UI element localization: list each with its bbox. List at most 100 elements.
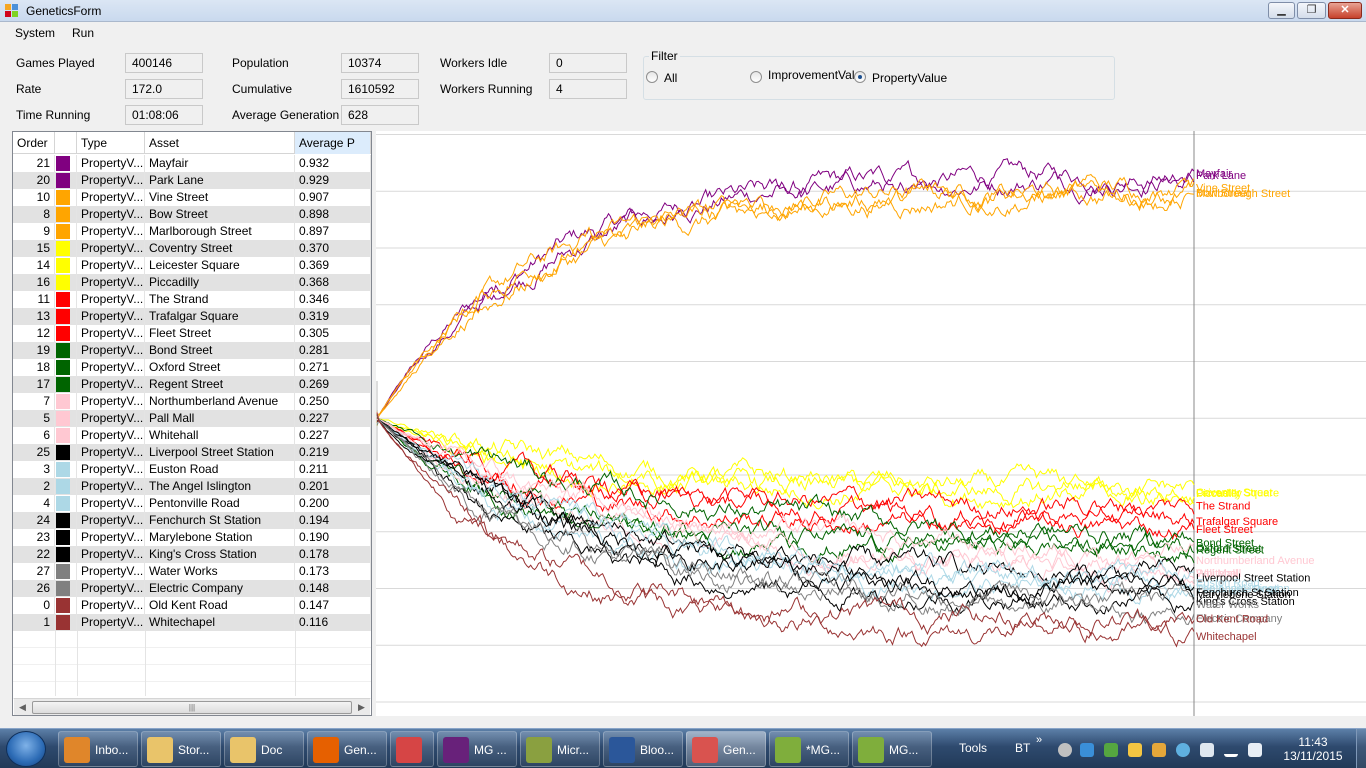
table-row[interactable]: 1 PropertyV... Whitechapel 0.116	[13, 614, 371, 631]
table-row[interactable]: 21 PropertyV... Mayfair 0.932	[13, 155, 371, 172]
type-cell: PropertyV...	[77, 223, 145, 240]
table-row[interactable]: 17 PropertyV... Regent Street 0.269	[13, 376, 371, 393]
table-row[interactable]: 13 PropertyV... Trafalgar Square 0.319	[13, 308, 371, 325]
table-row[interactable]: 19 PropertyV... Bond Street 0.281	[13, 342, 371, 359]
type-cell: PropertyV...	[77, 342, 145, 359]
table-row[interactable]: 7 PropertyV... Northumberland Avenue 0.250	[13, 393, 371, 410]
tray-app-icon[interactable]	[1058, 743, 1072, 757]
table-row[interactable]: 3 PropertyV... Euston Road 0.211	[13, 461, 371, 478]
filter-all-radio[interactable]	[646, 71, 658, 83]
series-line	[376, 420, 1195, 648]
table-row[interactable]: 25 PropertyV... Liverpool Street Station 0.…	[13, 444, 371, 461]
scroll-left-icon[interactable]: ◀	[19, 702, 26, 712]
table-row[interactable]: 22 PropertyV... King's Cross Station 0.178	[13, 546, 371, 563]
table-row[interactable]: 8 PropertyV... Bow Street 0.898	[13, 206, 371, 223]
filter-improvementval-label[interactable]: ImprovementVal	[768, 68, 855, 82]
taskbar-item[interactable]: Gen...	[307, 731, 387, 767]
tray-html5-icon[interactable]	[1080, 743, 1094, 757]
column-header-asset[interactable]: Asset	[145, 132, 295, 154]
taskbar-item-label: Micr...	[557, 743, 589, 757]
tray-network-icon[interactable]	[1104, 743, 1118, 757]
taskbar-item[interactable]: Inbo...	[58, 731, 138, 767]
asset-cell: Leicester Square	[145, 257, 295, 274]
maximize-button[interactable]: ❐	[1297, 2, 1326, 19]
table-row[interactable]: 24 PropertyV... Fenchurch St Station 0.194	[13, 512, 371, 529]
color-cell	[55, 172, 77, 189]
column-header-type[interactable]: Type	[77, 132, 145, 154]
menu-system[interactable]: System	[15, 26, 56, 40]
table-row[interactable]: 10 PropertyV... Vine Street 0.907	[13, 189, 371, 206]
close-button[interactable]: ✕	[1328, 2, 1362, 19]
column-divider	[295, 631, 296, 696]
tray-usb-icon[interactable]	[1200, 743, 1214, 757]
horizontal-scrollbar[interactable]: ◀ ||| ▶	[14, 698, 370, 715]
notepad-icon	[775, 737, 801, 763]
tray-security-icon[interactable]	[1128, 743, 1142, 757]
table-row[interactable]: 5 PropertyV... Pall Mall 0.227	[13, 410, 371, 427]
taskbar-item[interactable]: Bloo...	[603, 731, 683, 767]
table-row[interactable]: 14 PropertyV... Leicester Square 0.369	[13, 257, 371, 274]
taskbar-item[interactable]: MG ...	[437, 731, 517, 767]
table-row[interactable]: 26 PropertyV... Electric Company 0.148	[13, 580, 371, 597]
average-cell: 0.907	[295, 189, 371, 206]
menu-run[interactable]: Run	[72, 26, 95, 40]
filter-propertyvalue-radio[interactable]	[854, 71, 866, 83]
tools-toolbar-label[interactable]: Tools	[959, 741, 988, 755]
table-row[interactable]: 4 PropertyV... Pentonville Road 0.200	[13, 495, 371, 512]
table-row[interactable]: 12 PropertyV... Fleet Street 0.305	[13, 325, 371, 342]
taskbar-item[interactable]: *MG...	[769, 731, 849, 767]
order-cell: 7	[13, 393, 55, 410]
table-row[interactable]: 0 PropertyV... Old Kent Road 0.147	[13, 597, 371, 614]
clock[interactable]: 11:43 13/11/2015	[1278, 735, 1348, 763]
taskbar-item[interactable]: Gen...	[686, 731, 766, 767]
asset-cell: Trafalgar Square	[145, 308, 295, 325]
series-line	[376, 415, 1195, 609]
column-header-average[interactable]: Average P	[295, 132, 371, 154]
table-row[interactable]: 11 PropertyV... The Strand 0.346	[13, 291, 371, 308]
column-divider	[55, 631, 56, 696]
taskbar-item[interactable]: Doc	[224, 731, 304, 767]
filter-all-label[interactable]: All	[664, 71, 678, 85]
column-header-order[interactable]: Order	[13, 132, 55, 154]
color-cell	[55, 614, 77, 631]
type-cell: PropertyV...	[77, 189, 145, 206]
show-desktop-button[interactable]	[1356, 729, 1366, 768]
average-cell: 0.148	[295, 580, 371, 597]
table-row[interactable]: 20 PropertyV... Park Lane 0.929	[13, 172, 371, 189]
minimize-button[interactable]: ▁	[1268, 2, 1295, 19]
tray-lock-icon[interactable]	[1152, 743, 1166, 757]
scroll-right-icon[interactable]: ▶	[358, 702, 365, 712]
order-cell: 15	[13, 240, 55, 257]
color-swatch	[56, 411, 70, 426]
chevron-right-icon[interactable]: »	[1036, 734, 1043, 746]
table-row[interactable]: 18 PropertyV... Oxford Street 0.271	[13, 359, 371, 376]
table-row[interactable]: 27 PropertyV... Water Works 0.173	[13, 563, 371, 580]
bt-toolbar-label[interactable]: BT	[1015, 741, 1031, 755]
table-row[interactable]: 6 PropertyV... Whitehall 0.227	[13, 427, 371, 444]
table-row[interactable]: 23 PropertyV... Marylebone Station 0.190	[13, 529, 371, 546]
table-row[interactable]: 2 PropertyV... The Angel Islington 0.201	[13, 478, 371, 495]
table-row[interactable]: 16 PropertyV... Piccadilly 0.368	[13, 274, 371, 291]
taskbar-item[interactable]	[390, 731, 434, 767]
scroll-thumb[interactable]: |||	[32, 701, 352, 714]
type-cell: PropertyV...	[77, 155, 145, 172]
taskbar-item[interactable]: MG...	[852, 731, 932, 767]
taskbar-item-label: *MG...	[806, 743, 841, 757]
type-cell: PropertyV...	[77, 546, 145, 563]
volume-icon[interactable]	[1248, 743, 1262, 757]
taskbar-item[interactable]: Micr...	[520, 731, 600, 767]
signal-icon[interactable]	[1224, 743, 1238, 757]
asset-grid[interactable]: Order Type Asset Average P 21 PropertyV..…	[12, 131, 372, 716]
column-header-color[interactable]	[55, 132, 77, 154]
filter-improvementval-radio[interactable]	[750, 71, 762, 83]
series-end-label: Pentonville Road	[1196, 584, 1279, 596]
table-row[interactable]: 15 PropertyV... Coventry Street 0.370	[13, 240, 371, 257]
asset-cell: Park Lane	[145, 172, 295, 189]
color-cell	[55, 325, 77, 342]
filter-propertyvalue-label[interactable]: PropertyValue	[872, 71, 948, 85]
table-row[interactable]: 9 PropertyV... Marlborough Street 0.897	[13, 223, 371, 240]
color-cell	[55, 155, 77, 172]
tray-update-icon[interactable]	[1176, 743, 1190, 757]
taskbar-item[interactable]: Stor...	[141, 731, 221, 767]
windows-start-icon[interactable]	[6, 731, 46, 767]
